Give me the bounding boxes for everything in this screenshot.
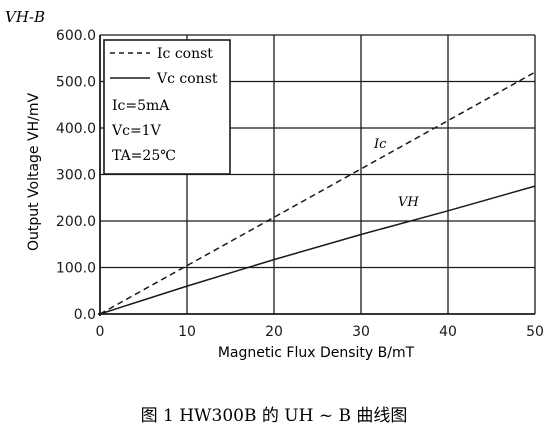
- x-tick-label: 10: [178, 324, 196, 340]
- corner-label: VH-B: [5, 8, 45, 26]
- series-line-ic-const: [99, 71, 536, 315]
- y-tick-label: 300.0: [56, 168, 96, 184]
- x-tick-label: 0: [96, 324, 105, 340]
- series-label-vh: VH: [398, 195, 419, 210]
- legend-condition-ic: Ic=5mA: [112, 98, 170, 114]
- legend-condition-vc: Vc=1V: [111, 123, 162, 139]
- y-tick-label: 100.0: [56, 261, 96, 277]
- y-tick-label: 600.0: [56, 28, 96, 44]
- x-tick-label: 40: [439, 324, 457, 340]
- y-tick-label: 400.0: [56, 121, 96, 137]
- x-tick-labels: 0 10 20 30 40 50: [96, 324, 544, 340]
- legend-entry-ic: Ic const: [157, 46, 213, 62]
- y-tick-label: 200.0: [56, 214, 96, 230]
- y-tick-labels: 0.0 100.0 200.0 300.0 400.0 500.0 600.0: [56, 28, 96, 323]
- y-tick-label: 0.0: [74, 307, 96, 323]
- x-tick-label: 50: [526, 324, 544, 340]
- x-tick-label: 30: [352, 324, 370, 340]
- axes: [98, 35, 535, 316]
- legend-condition-ta: TA=25℃: [112, 148, 176, 164]
- x-tick-label: 20: [265, 324, 283, 340]
- legend: Ic const Vc const Ic=5mA Vc=1V TA=25℃: [103, 39, 231, 175]
- figure-caption: 图 1 HW300B 的 UH ~ B 曲线图: [141, 406, 408, 426]
- x-axis-label: Magnetic Flux Density B/mT: [218, 345, 415, 361]
- legend-frame: [103, 39, 231, 175]
- series-line-vc-const: [99, 185, 536, 315]
- y-tick-label: 500.0: [56, 75, 96, 91]
- series-layer: [99, 71, 536, 315]
- y-axis-label: Output Voltage VH/mV: [26, 93, 42, 252]
- legend-entry-vc: Vc const: [156, 71, 218, 87]
- series-label-ic: Ic: [373, 137, 387, 152]
